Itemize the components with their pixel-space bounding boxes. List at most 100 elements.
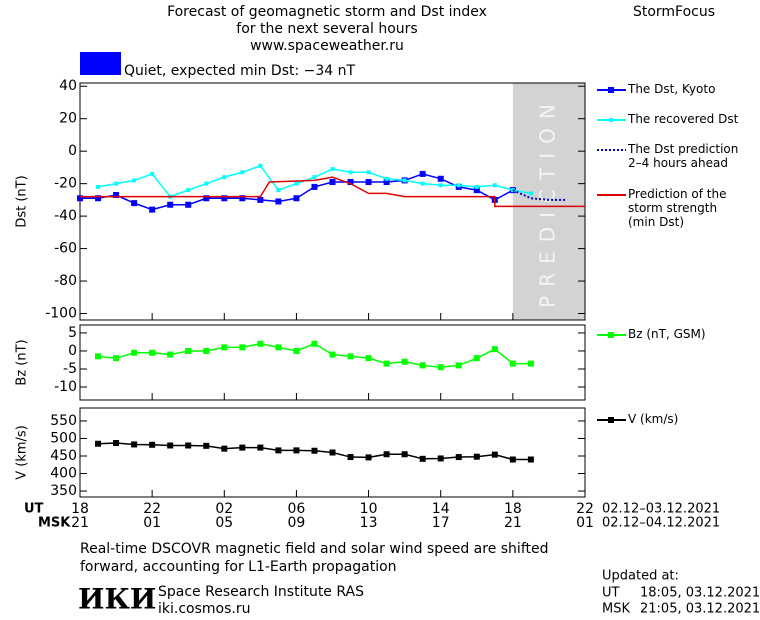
data-point: [96, 184, 101, 189]
data-point: [528, 191, 533, 196]
data-point: [473, 453, 480, 460]
x-tick-label: 18: [504, 501, 522, 517]
legend-marker: [608, 417, 614, 423]
data-point: [438, 183, 443, 188]
x-tick-label: 02: [215, 501, 233, 517]
data-point: [204, 181, 209, 186]
logo: ИКИ: [78, 583, 156, 616]
series-line: [512, 189, 567, 201]
data-point: [491, 451, 498, 458]
data-point: [95, 353, 102, 360]
y-axis-title: V (km/s): [15, 425, 30, 480]
data-point: [419, 362, 426, 369]
legend-marker: [609, 118, 613, 122]
y-tick-label: 550: [50, 413, 77, 429]
data-point: [329, 179, 336, 186]
x-tick-label: 18: [71, 501, 89, 517]
data-point: [222, 175, 227, 180]
y-tick-label: 5: [68, 325, 77, 341]
x-tick-label: 21: [504, 515, 522, 531]
ut-label: UT: [24, 502, 44, 517]
updated-msk-label: MSK: [602, 602, 630, 617]
data-point: [347, 353, 354, 360]
data-point: [95, 440, 102, 447]
x-range: 02.12–04.12.2021: [602, 516, 720, 531]
data-point: [113, 440, 120, 447]
plot-frame: [79, 407, 586, 498]
x-tick-label: 22: [576, 501, 594, 517]
legend-label: V (km/s): [628, 412, 679, 426]
data-point: [455, 362, 462, 369]
data-point: [239, 344, 246, 351]
y-tick-label: -80: [54, 273, 77, 289]
y-tick-label: 0: [68, 343, 77, 359]
y-tick-label: -60: [54, 241, 77, 257]
data-point: [275, 344, 282, 351]
x-tick-label: 01: [576, 515, 594, 531]
y-tick-label: -20: [54, 176, 77, 192]
legend-label: The recovered Dst: [628, 112, 739, 126]
data-point: [77, 195, 83, 202]
data-point: [347, 179, 354, 186]
data-point: [167, 442, 174, 449]
site: iki.cosmos.ru: [158, 601, 250, 617]
y-tick-label: -5: [63, 361, 77, 377]
x-tick-label: 14: [432, 501, 450, 517]
data-point: [240, 170, 245, 175]
data-point: [473, 187, 480, 194]
data-point: [95, 195, 102, 202]
updated: Updated at:: [602, 569, 679, 584]
updated-ut-time: 18:05, 03.12.2021: [640, 586, 760, 601]
y-tick-label: -10: [54, 379, 77, 395]
x-tick-label: 10: [360, 501, 378, 517]
institute: Space Research Institute RAS: [158, 584, 364, 600]
data-point: [275, 198, 282, 205]
status-text: Quiet, expected min Dst: −34 nT: [124, 63, 356, 79]
prediction-area: [512, 83, 585, 320]
data-point: [456, 183, 461, 188]
data-point: [401, 451, 408, 458]
data-point: [383, 360, 390, 367]
x-tick-label: 22: [143, 501, 161, 517]
prediction-label: PREDICTION: [535, 95, 559, 308]
x-tick-label: 13: [360, 515, 378, 531]
x-tick-label: 21: [71, 515, 89, 531]
data-point: [365, 355, 372, 362]
data-point: [347, 454, 354, 461]
data-point: [419, 455, 426, 462]
data-point: [402, 178, 407, 183]
y-tick-label: -40: [54, 208, 77, 224]
data-point: [509, 456, 516, 463]
y-tick-label: 20: [59, 111, 77, 127]
updated-msk-time: 21:05, 03.12.2021: [640, 602, 760, 617]
data-point: [203, 442, 210, 449]
data-point: [492, 183, 497, 188]
x-range: 02.12–03.12.2021: [602, 502, 720, 517]
plot-frame: [79, 324, 586, 401]
data-point: [239, 195, 246, 202]
data-point: [527, 360, 534, 367]
data-point: [186, 188, 191, 193]
data-point: [113, 355, 120, 362]
y-tick-label: -100: [45, 306, 77, 322]
data-point: [258, 163, 263, 168]
data-point: [330, 167, 335, 172]
title: for the next several hours: [236, 21, 417, 37]
data-point: [257, 196, 264, 203]
legend-marker: [608, 87, 614, 93]
data-point: [311, 340, 318, 347]
x-tick-label: 09: [288, 515, 306, 531]
data-point: [293, 195, 300, 202]
status-box: [80, 52, 121, 75]
data-point: [149, 206, 156, 213]
data-point: [311, 183, 318, 190]
data-point: [150, 171, 155, 176]
data-point: [365, 179, 372, 186]
x-tick-label: 05: [215, 515, 233, 531]
data-point: [149, 349, 156, 356]
data-point: [420, 181, 425, 186]
data-point: [473, 355, 480, 362]
data-point: [149, 441, 156, 448]
title: Forecast of geomagnetic storm and Dst in…: [167, 4, 487, 20]
